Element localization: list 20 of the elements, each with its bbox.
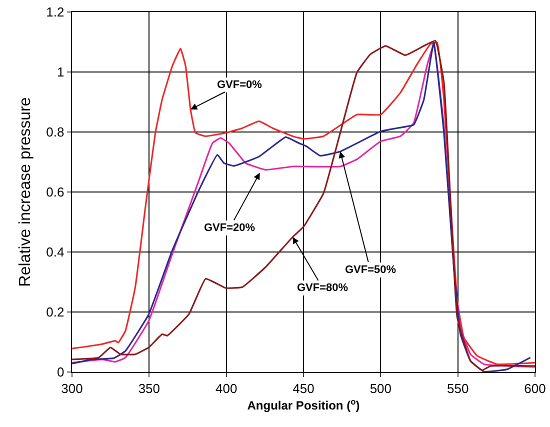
x-tick-label: 550 xyxy=(446,380,469,396)
x-tick-label: 350 xyxy=(138,380,160,396)
y-axis-title: Relative increase pressure xyxy=(16,97,34,287)
y-tick-label: 1.2 xyxy=(46,4,64,20)
x-tick-label: 300 xyxy=(61,380,83,396)
x-tick-label: 400 xyxy=(215,380,238,396)
y-tick-label: 0.4 xyxy=(46,244,64,260)
annotation: GVF=0% xyxy=(217,79,262,91)
y-tick-label: 0.2 xyxy=(46,304,64,320)
annotation: GVF=80% xyxy=(297,282,348,294)
annotation: GVF=50% xyxy=(345,264,396,276)
annotation: GVF=20% xyxy=(204,222,256,234)
y-tick-label: 0.8 xyxy=(46,124,64,140)
x-axis-title: Angular Position ($^{o}$) xyxy=(247,396,360,413)
x-tick-label: 500 xyxy=(370,380,392,396)
y-tick-label: 1 xyxy=(56,64,64,80)
x-tick-label: 600 xyxy=(524,380,546,396)
y-tick-label: 0 xyxy=(56,364,64,380)
y-tick-label: 0.6 xyxy=(46,184,64,200)
x-tick-label: 450 xyxy=(292,380,314,396)
